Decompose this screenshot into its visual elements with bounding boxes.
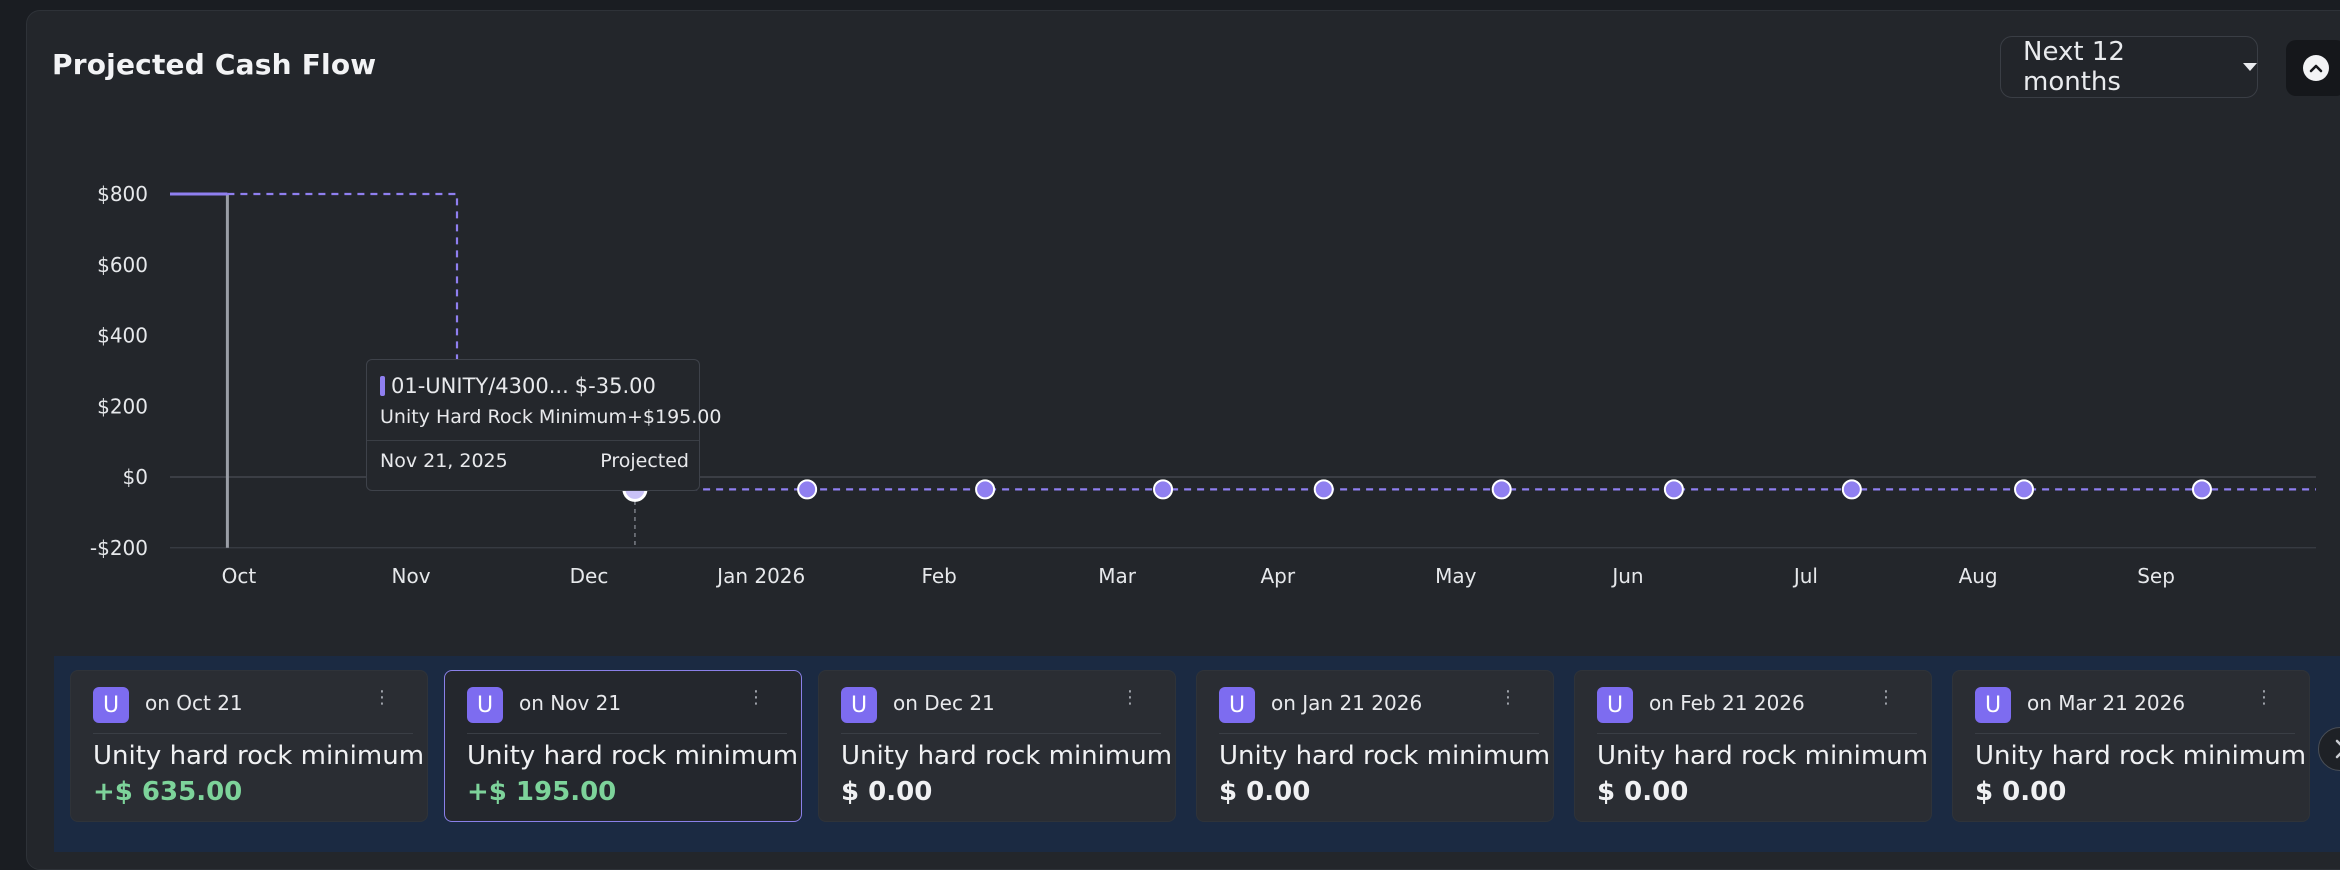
y-tick-label: $0 bbox=[123, 465, 148, 489]
tooltip-status: Projected bbox=[600, 450, 689, 472]
avatar: U bbox=[93, 687, 129, 723]
chart-tooltip: 01-UNITY/4300... $-35.00 Unity Hard Rock… bbox=[366, 359, 721, 491]
tooltip-name: Unity Hard Rock Minimum bbox=[380, 406, 627, 428]
card-divider bbox=[467, 733, 787, 734]
card-date: on Jan 21 2026 bbox=[1271, 691, 1423, 715]
x-tick-label: Jan 2026 bbox=[715, 564, 805, 588]
transaction-card[interactable]: U on Mar 21 2026 ⋮ Unity hard rock minim… bbox=[1952, 670, 2310, 822]
card-divider bbox=[841, 733, 1161, 734]
vertical-dots-icon[interactable]: ⋮ bbox=[373, 687, 391, 708]
avatar: U bbox=[841, 687, 877, 723]
card-amount: +$ 195.00 bbox=[467, 777, 617, 807]
transaction-card[interactable]: U on Oct 21 ⋮ Unity hard rock minimum +$… bbox=[70, 670, 428, 822]
card-amount: $ 0.00 bbox=[841, 777, 933, 807]
data-point bbox=[1153, 479, 1174, 500]
range-select-label: Next 12 months bbox=[2023, 37, 2125, 97]
card-name: Unity hard rock minimum bbox=[467, 741, 799, 771]
tooltip-id: 01-UNITY/4300... bbox=[391, 374, 569, 398]
avatar: U bbox=[1975, 687, 2011, 723]
x-tick-label: Nov bbox=[392, 564, 431, 588]
card-divider bbox=[1975, 733, 2295, 734]
card-name: Unity hard rock minimum bbox=[1975, 741, 2307, 771]
data-point bbox=[1663, 479, 1684, 500]
transaction-card[interactable]: U on Dec 21 ⋮ Unity hard rock minimum $ … bbox=[818, 670, 1176, 822]
chevron-up-icon bbox=[2303, 55, 2329, 81]
vertical-dots-icon[interactable]: ⋮ bbox=[1499, 687, 1517, 708]
card-amount: $ 0.00 bbox=[1975, 777, 2067, 807]
tooltip-amount: +$195.00 bbox=[626, 406, 722, 428]
card-divider bbox=[93, 733, 413, 734]
card-date: on Dec 21 bbox=[893, 691, 995, 715]
series-swatch bbox=[380, 376, 385, 396]
transaction-card[interactable]: U on Feb 21 2026 ⋮ Unity hard rock minim… bbox=[1574, 670, 1932, 822]
card-divider bbox=[1219, 733, 1539, 734]
card-amount: +$ 635.00 bbox=[93, 777, 243, 807]
data-point bbox=[1313, 479, 1334, 500]
chevron-right-icon bbox=[2335, 739, 2340, 759]
vertical-dots-icon[interactable]: ⋮ bbox=[2255, 687, 2273, 708]
card-name: Unity hard rock minimum bbox=[1597, 741, 1929, 771]
card-amount: $ 0.00 bbox=[1219, 777, 1311, 807]
card-amount: $ 0.00 bbox=[1597, 777, 1689, 807]
data-point bbox=[2014, 479, 2035, 500]
card-date: on Nov 21 bbox=[519, 691, 622, 715]
data-point bbox=[975, 479, 996, 500]
card-name: Unity hard rock minimum bbox=[93, 741, 425, 771]
card-date: on Feb 21 2026 bbox=[1649, 691, 1805, 715]
x-tick-label: Mar bbox=[1098, 564, 1137, 588]
transaction-card[interactable]: U on Nov 21 ⋮ Unity hard rock minimum +$… bbox=[444, 670, 802, 822]
avatar: U bbox=[467, 687, 503, 723]
page-title: Projected Cash Flow bbox=[52, 48, 377, 81]
x-tick-label: Apr bbox=[1261, 564, 1296, 588]
y-tick-label: -$200 bbox=[90, 536, 148, 560]
transaction-card[interactable]: U on Jan 21 2026 ⋮ Unity hard rock minim… bbox=[1196, 670, 1554, 822]
x-tick-label: Aug bbox=[1959, 564, 1998, 588]
avatar: U bbox=[1597, 687, 1633, 723]
data-point bbox=[797, 479, 818, 500]
y-tick-label: $600 bbox=[97, 253, 148, 277]
x-tick-label: Feb bbox=[921, 564, 956, 588]
x-tick-label: Sep bbox=[2137, 564, 2175, 588]
tooltip-id-amount: $-35.00 bbox=[574, 374, 656, 398]
data-point bbox=[1491, 479, 1512, 500]
vertical-dots-icon[interactable]: ⋮ bbox=[1121, 687, 1139, 708]
tooltip-date: Nov 21, 2025 bbox=[380, 450, 508, 472]
y-tick-label: $400 bbox=[97, 324, 148, 348]
avatar: U bbox=[1219, 687, 1255, 723]
tooltip-line: Unity Hard Rock Minimum+$195.00 bbox=[380, 406, 721, 428]
cash-flow-chart: $800 $600 $400 $200 $0 -$200 Oct Nov Dec Jan 202… bbox=[90, 182, 2316, 588]
x-tick-label: Dec bbox=[570, 564, 609, 588]
tooltip-divider bbox=[367, 440, 699, 441]
x-tick-label: Jun bbox=[1610, 564, 1643, 588]
x-tick-label: Jul bbox=[1792, 564, 1818, 588]
tooltip-header: 01-UNITY/4300... $-35.00 bbox=[380, 374, 656, 398]
range-select[interactable]: Next 12 months bbox=[2000, 36, 2258, 98]
card-name: Unity hard rock minimum bbox=[1219, 741, 1551, 771]
card-date: on Oct 21 bbox=[145, 691, 243, 715]
x-tick-label: May bbox=[1435, 564, 1477, 588]
vertical-dots-icon[interactable]: ⋮ bbox=[1877, 687, 1895, 708]
y-tick-label: $200 bbox=[97, 394, 148, 418]
card-name: Unity hard rock minimum bbox=[841, 741, 1173, 771]
carousel-next-button[interactable] bbox=[2318, 727, 2340, 771]
data-point bbox=[1841, 479, 1862, 500]
x-tick-label: Oct bbox=[222, 564, 257, 588]
y-tick-label: $800 bbox=[97, 182, 148, 206]
caret-down-icon bbox=[2243, 63, 2257, 71]
card-divider bbox=[1597, 733, 1917, 734]
data-point bbox=[2191, 479, 2212, 500]
vertical-dots-icon[interactable]: ⋮ bbox=[747, 687, 765, 708]
collapse-button[interactable] bbox=[2286, 40, 2340, 96]
card-date: on Mar 21 2026 bbox=[2027, 691, 2186, 715]
